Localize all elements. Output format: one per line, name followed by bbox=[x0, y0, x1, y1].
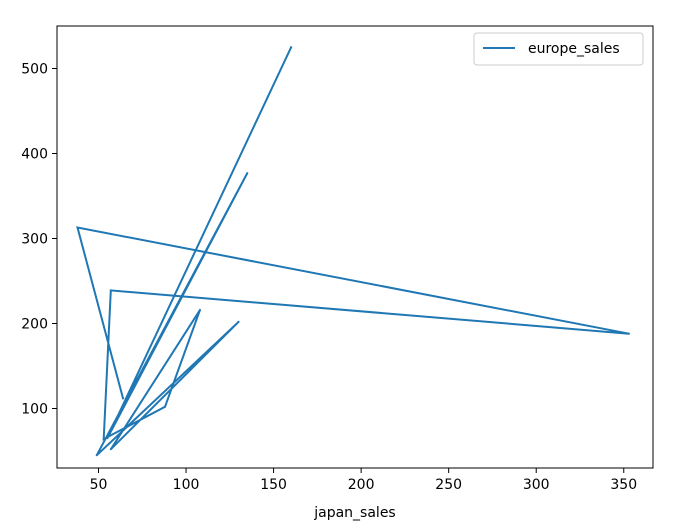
y-tick-label: 200 bbox=[21, 317, 48, 333]
plot-area bbox=[57, 26, 653, 468]
data-point-europe-sales-9 bbox=[109, 289, 112, 292]
x-tick-label: 250 bbox=[435, 477, 462, 493]
y-tick-label: 500 bbox=[21, 62, 48, 78]
x-axis-ticks: 50 100 150 200 250 300 350 bbox=[90, 468, 637, 493]
legend-box bbox=[473, 32, 644, 66]
data-point-europe-sales-0 bbox=[290, 46, 293, 49]
data-point-europe-sales-1 bbox=[106, 437, 109, 440]
data-point-europe-sales-12 bbox=[122, 397, 124, 400]
x-tick-label: 150 bbox=[260, 477, 287, 493]
data-point-europe-sales-4 bbox=[237, 320, 240, 323]
plot-frame bbox=[56, 25, 654, 469]
x-tick-label: 100 bbox=[173, 477, 200, 493]
data-point-europe-sales-11 bbox=[76, 226, 79, 229]
x-tick-label: 350 bbox=[610, 477, 637, 493]
x-tick-label: 50 bbox=[90, 477, 108, 493]
legend-label-europe-sales: europe_sales bbox=[528, 41, 620, 57]
x-tick-label: 300 bbox=[523, 477, 550, 493]
y-axis-ticks: 100 200 300 400 500 bbox=[21, 62, 57, 418]
data-point-europe-sales-8 bbox=[102, 438, 105, 441]
data-point-europe-sales-2 bbox=[246, 172, 249, 175]
data-point-europe-sales-3 bbox=[95, 454, 98, 457]
x-tick-label: 200 bbox=[348, 477, 375, 493]
data-point-europe-sales-6 bbox=[199, 308, 201, 311]
y-tick-label: 100 bbox=[21, 402, 48, 418]
data-point-europe-sales-5 bbox=[109, 448, 112, 451]
y-tick-label: 300 bbox=[21, 232, 48, 248]
series-layer bbox=[76, 45, 630, 457]
data-point-europe-sales-7 bbox=[164, 405, 166, 408]
data-point-europe-sales-10 bbox=[628, 332, 630, 335]
legend: europe_sales bbox=[473, 32, 644, 66]
y-tick-label: 400 bbox=[21, 147, 48, 163]
x-axis-label: japan_sales bbox=[313, 505, 395, 521]
